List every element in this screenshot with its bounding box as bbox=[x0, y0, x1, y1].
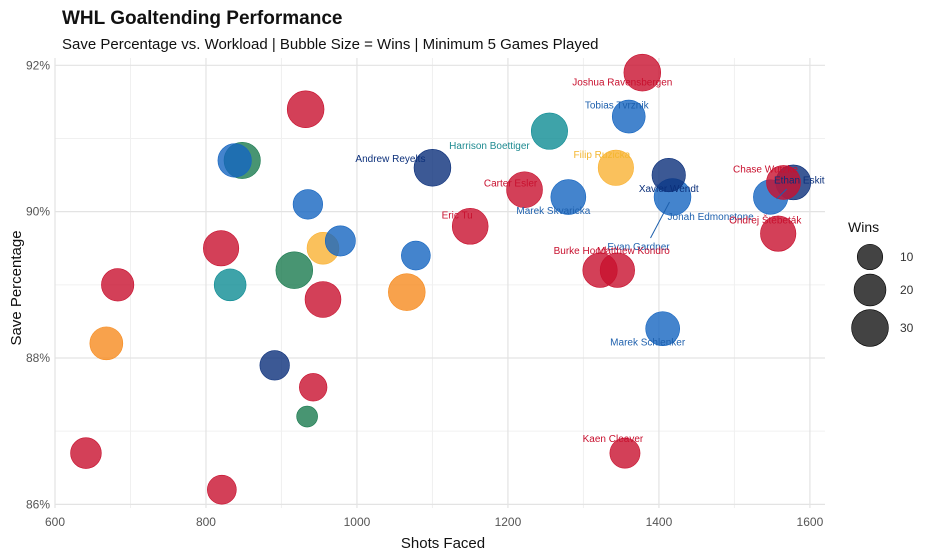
point-label: Jonah Edmonstone bbox=[668, 212, 755, 223]
bubbles bbox=[70, 53, 812, 505]
chart-title: WHL Goaltending Performance bbox=[62, 8, 342, 29]
legend-key-bubble bbox=[851, 309, 889, 347]
point-label: Filip Ruzicka bbox=[574, 150, 631, 161]
point-label: Kaen Cleaver bbox=[583, 434, 644, 445]
bubble bbox=[213, 268, 247, 302]
bubble bbox=[299, 373, 328, 402]
x-tick-label: 1200 bbox=[495, 515, 522, 529]
bubble bbox=[645, 311, 680, 347]
bubble bbox=[207, 474, 237, 505]
point-label: Burke Hood bbox=[554, 246, 607, 257]
point-label: Chase Wutzke bbox=[733, 164, 798, 175]
y-tick-label: 88% bbox=[26, 351, 50, 365]
y-axis-label: Save Percentage bbox=[8, 230, 25, 345]
grid bbox=[54, 58, 825, 508]
bubble bbox=[623, 53, 662, 92]
bubble bbox=[70, 437, 102, 469]
bubble bbox=[413, 149, 452, 187]
x-tick-label: 1400 bbox=[646, 515, 673, 529]
point-label: Eric Tu bbox=[442, 210, 473, 221]
point-label: Harrison Boettiger bbox=[449, 141, 530, 152]
x-axis-label: Shots Faced bbox=[401, 535, 485, 552]
bubble bbox=[611, 99, 646, 134]
y-axis-ticks: 86% 88% 90% 92% bbox=[26, 58, 50, 511]
x-axis-ticks: 600 800 1000 1200 1400 1600 bbox=[45, 515, 824, 529]
x-tick-label: 600 bbox=[45, 515, 65, 529]
bubble bbox=[597, 149, 634, 186]
point-label: Marek Skvaricka bbox=[516, 206, 590, 217]
point-label: Evan Gardner bbox=[607, 242, 670, 253]
point-label: Carter Esler bbox=[484, 179, 538, 190]
x-tick-label: 1600 bbox=[797, 515, 824, 529]
bubble bbox=[304, 281, 342, 318]
point-labels: Joshua Ravensbergen Tobias Tvrznik Harriso… bbox=[355, 78, 824, 445]
bubble bbox=[506, 171, 543, 208]
bubble bbox=[217, 143, 252, 178]
bubble bbox=[89, 326, 124, 361]
bubble bbox=[651, 158, 686, 193]
label-leader-line bbox=[650, 201, 670, 239]
point-label: Ondrej Štěbeták bbox=[729, 214, 802, 227]
point-label: Xavier Wendt bbox=[639, 184, 699, 195]
bubble bbox=[292, 189, 323, 220]
y-tick-label: 90% bbox=[26, 205, 50, 219]
point-label: Joshua Ravensbergen bbox=[572, 78, 672, 89]
legend-label: 20 bbox=[900, 283, 914, 297]
bubble bbox=[451, 208, 489, 245]
bubble bbox=[401, 240, 431, 271]
bubble bbox=[760, 215, 797, 252]
bubble bbox=[388, 273, 426, 311]
legend-key-bubble bbox=[856, 243, 884, 271]
legend-title: Wins bbox=[848, 219, 879, 235]
bubble bbox=[550, 179, 587, 215]
legend-key-bubble bbox=[853, 273, 887, 307]
label-leader-line bbox=[776, 188, 788, 200]
point-label: Tobias Tvrznik bbox=[585, 101, 650, 112]
bubble bbox=[609, 437, 641, 469]
point-label: Andrew Reyelts bbox=[355, 154, 425, 165]
bubble bbox=[275, 251, 314, 289]
bubble bbox=[324, 225, 356, 257]
legend: Wins 10 20 30 bbox=[848, 219, 914, 347]
bubble bbox=[286, 90, 325, 128]
x-tick-label: 800 bbox=[196, 515, 216, 529]
chart-subtitle: Save Percentage vs. Workload | Bubble Si… bbox=[62, 36, 599, 53]
legend-label: 10 bbox=[900, 250, 914, 264]
bubble bbox=[101, 268, 135, 302]
y-tick-label: 92% bbox=[26, 58, 50, 72]
point-label: Matthew Kondro bbox=[597, 246, 670, 257]
legend-label: 30 bbox=[900, 321, 914, 335]
point-label: Ethan Eskit bbox=[774, 175, 825, 186]
bubble bbox=[296, 405, 318, 428]
bubble bbox=[530, 112, 568, 150]
bubble bbox=[766, 165, 801, 200]
bubble bbox=[599, 252, 635, 288]
y-tick-label: 86% bbox=[26, 497, 50, 511]
bubble bbox=[203, 230, 240, 267]
bubble bbox=[259, 350, 290, 381]
point-label: Marek Schlenker bbox=[610, 338, 686, 349]
x-tick-label: 1000 bbox=[344, 515, 371, 529]
